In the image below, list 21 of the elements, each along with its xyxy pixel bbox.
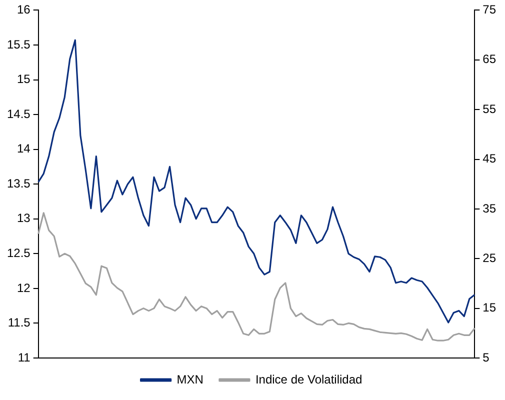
y-tick-label: 15 [16,72,31,86]
y-tick-label: 12.5 [6,246,31,260]
y2-tick-label: 35 [482,201,496,216]
y-tick-label: 14.5 [6,106,31,121]
y-tick-label: 12 [16,280,31,295]
y2-tick-label: 5 [482,350,490,364]
y-tick-label: 13 [16,211,31,226]
y-tick-label: 15.5 [6,37,31,52]
y2-tick-label: 65 [482,52,496,66]
y2-tick-label: 75 [482,2,496,17]
y-tick-label: 16 [16,2,31,17]
y-tick-label: 14 [16,142,31,156]
y-tick-label: 11 [18,350,31,364]
y2-tick-label: 45 [482,152,496,166]
legend-label: Indice de Volatilidad [255,372,362,386]
y-tick-label: 13.5 [6,176,31,190]
y2-tick-label: 15 [482,300,496,315]
y-tick-label: 11.5 [8,316,31,330]
y2-tick-label: 55 [482,102,496,116]
y2-tick-label: 25 [482,250,496,265]
legend-label: MXN [176,372,204,386]
